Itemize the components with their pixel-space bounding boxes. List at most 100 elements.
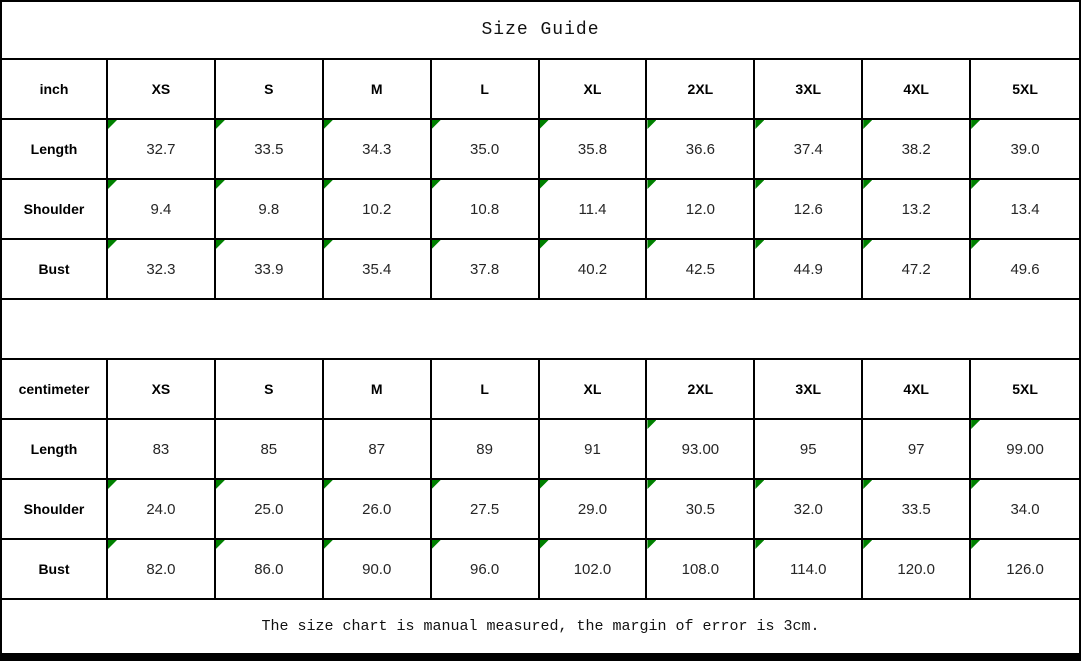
data-cell-value: 39.0	[1010, 140, 1040, 158]
data-cell: 33.5	[215, 120, 324, 180]
data-cell: 32.0	[755, 480, 864, 540]
row-label-cell: Shoulder	[2, 180, 108, 240]
centimeter-table: centimeter XS S M L XL 2XL 3XL 4XL 5XL Length 83 85 8…	[2, 360, 1079, 600]
row-label-cell: Bust	[2, 240, 108, 300]
cell-corner-marker	[108, 120, 117, 129]
data-cell: 40.2	[539, 240, 648, 300]
data-cell: 32.7	[108, 120, 216, 180]
data-cell-value: 120.0	[897, 560, 935, 578]
cell-corner-marker	[431, 120, 441, 129]
data-cell: 39.0	[971, 120, 1079, 180]
data-cell: 38.2	[863, 120, 972, 180]
cell-corner-marker	[863, 120, 873, 129]
data-cell: 11.4	[539, 180, 648, 240]
cell-corner-marker	[431, 180, 441, 189]
cell-corner-marker	[323, 240, 333, 249]
unit-label-cell: centimeter	[2, 360, 108, 420]
data-cell-value: 95	[799, 440, 817, 458]
data-cell-value: 32.0	[793, 500, 823, 518]
data-cell: 95	[755, 420, 864, 480]
cell-corner-marker	[431, 540, 441, 549]
inch-table: inch XS S M L XL 2XL 3XL 4XL 5XL Length 32.7 33.5 34.…	[2, 60, 1079, 300]
cell-corner-marker	[863, 240, 873, 249]
data-cell-value: 33.5	[254, 140, 284, 158]
cell-corner-marker	[971, 240, 981, 249]
data-cell-value: 85	[260, 440, 278, 458]
data-cell-value: 9.4	[150, 200, 172, 218]
cell-corner-marker	[755, 180, 765, 189]
footer-note: The size chart is manual measured, the m…	[261, 618, 820, 635]
data-cell-value: 126.0	[1006, 560, 1044, 578]
cell-corner-marker	[647, 420, 657, 429]
data-cell-value: 38.2	[901, 140, 931, 158]
cell-corner-marker	[539, 120, 549, 129]
size-header-cell: 3XL	[755, 60, 864, 120]
data-cell-value: 82.0	[146, 560, 176, 578]
data-cell: 83	[108, 420, 216, 480]
size-header-cell: L	[431, 60, 540, 120]
data-cell-value: 30.5	[685, 500, 715, 518]
data-cell-value: 42.5	[685, 260, 715, 278]
size-header-cell: 2XL	[647, 60, 756, 120]
cell-corner-marker	[108, 540, 117, 549]
cell-corner-marker	[863, 180, 873, 189]
cell-corner-marker	[647, 120, 657, 129]
data-cell: 35.8	[539, 120, 648, 180]
data-cell-value: 32.7	[146, 140, 176, 158]
data-cell-value: 90.0	[362, 560, 392, 578]
data-cell-value: 96.0	[470, 560, 500, 578]
data-cell: 93.00	[647, 420, 756, 480]
data-cell: 120.0	[863, 540, 972, 600]
data-cell: 37.4	[755, 120, 864, 180]
size-header-cell: 3XL	[755, 360, 864, 420]
data-cell: 35.4	[323, 240, 432, 300]
data-cell-value: 32.3	[146, 260, 176, 278]
data-cell: 90.0	[323, 540, 432, 600]
data-cell-value: 97	[907, 440, 925, 458]
size-header-cell: 4XL	[863, 360, 972, 420]
data-cell: 97	[863, 420, 972, 480]
cell-corner-marker	[323, 540, 333, 549]
data-cell: 49.6	[971, 240, 1079, 300]
data-cell-value: 35.4	[362, 260, 392, 278]
data-cell: 10.8	[431, 180, 540, 240]
cell-corner-marker	[108, 180, 117, 189]
row-label-cell: Bust	[2, 540, 108, 600]
data-cell-value: 49.6	[1010, 260, 1040, 278]
data-cell: 44.9	[755, 240, 864, 300]
cell-corner-marker	[539, 240, 549, 249]
cell-corner-marker	[863, 540, 873, 549]
cell-corner-marker	[323, 120, 333, 129]
cell-corner-marker	[323, 180, 333, 189]
data-cell-value: 44.9	[793, 260, 823, 278]
data-cell-value: 34.0	[1010, 500, 1040, 518]
cell-corner-marker	[108, 240, 117, 249]
data-cell-value: 47.2	[901, 260, 931, 278]
cell-corner-marker	[971, 420, 981, 429]
size-header-cell: L	[431, 360, 540, 420]
data-cell-value: 11.4	[578, 200, 607, 218]
cell-corner-marker	[971, 480, 981, 489]
data-cell-value: 10.8	[470, 200, 500, 218]
data-cell-value: 37.4	[793, 140, 823, 158]
cell-corner-marker	[539, 480, 549, 489]
cell-corner-marker	[431, 480, 441, 489]
data-cell-value: 13.2	[901, 200, 931, 218]
cell-corner-marker	[215, 540, 225, 549]
size-header-cell: M	[323, 60, 432, 120]
unit-label-cell: inch	[2, 60, 108, 120]
cell-corner-marker	[971, 180, 981, 189]
cell-corner-marker	[755, 120, 765, 129]
data-cell-value: 91	[584, 440, 601, 458]
data-cell-value: 34.3	[362, 140, 392, 158]
row-label-cell: Shoulder	[2, 480, 108, 540]
data-cell-value: 108.0	[681, 560, 720, 578]
data-cell-value: 35.8	[577, 140, 608, 158]
data-cell: 9.8	[215, 180, 324, 240]
cell-corner-marker	[755, 480, 765, 489]
size-header-cell: 5XL	[971, 60, 1079, 120]
data-cell: 87	[323, 420, 432, 480]
cell-corner-marker	[215, 120, 225, 129]
data-cell: 42.5	[647, 240, 756, 300]
spacer-row	[2, 300, 1079, 360]
